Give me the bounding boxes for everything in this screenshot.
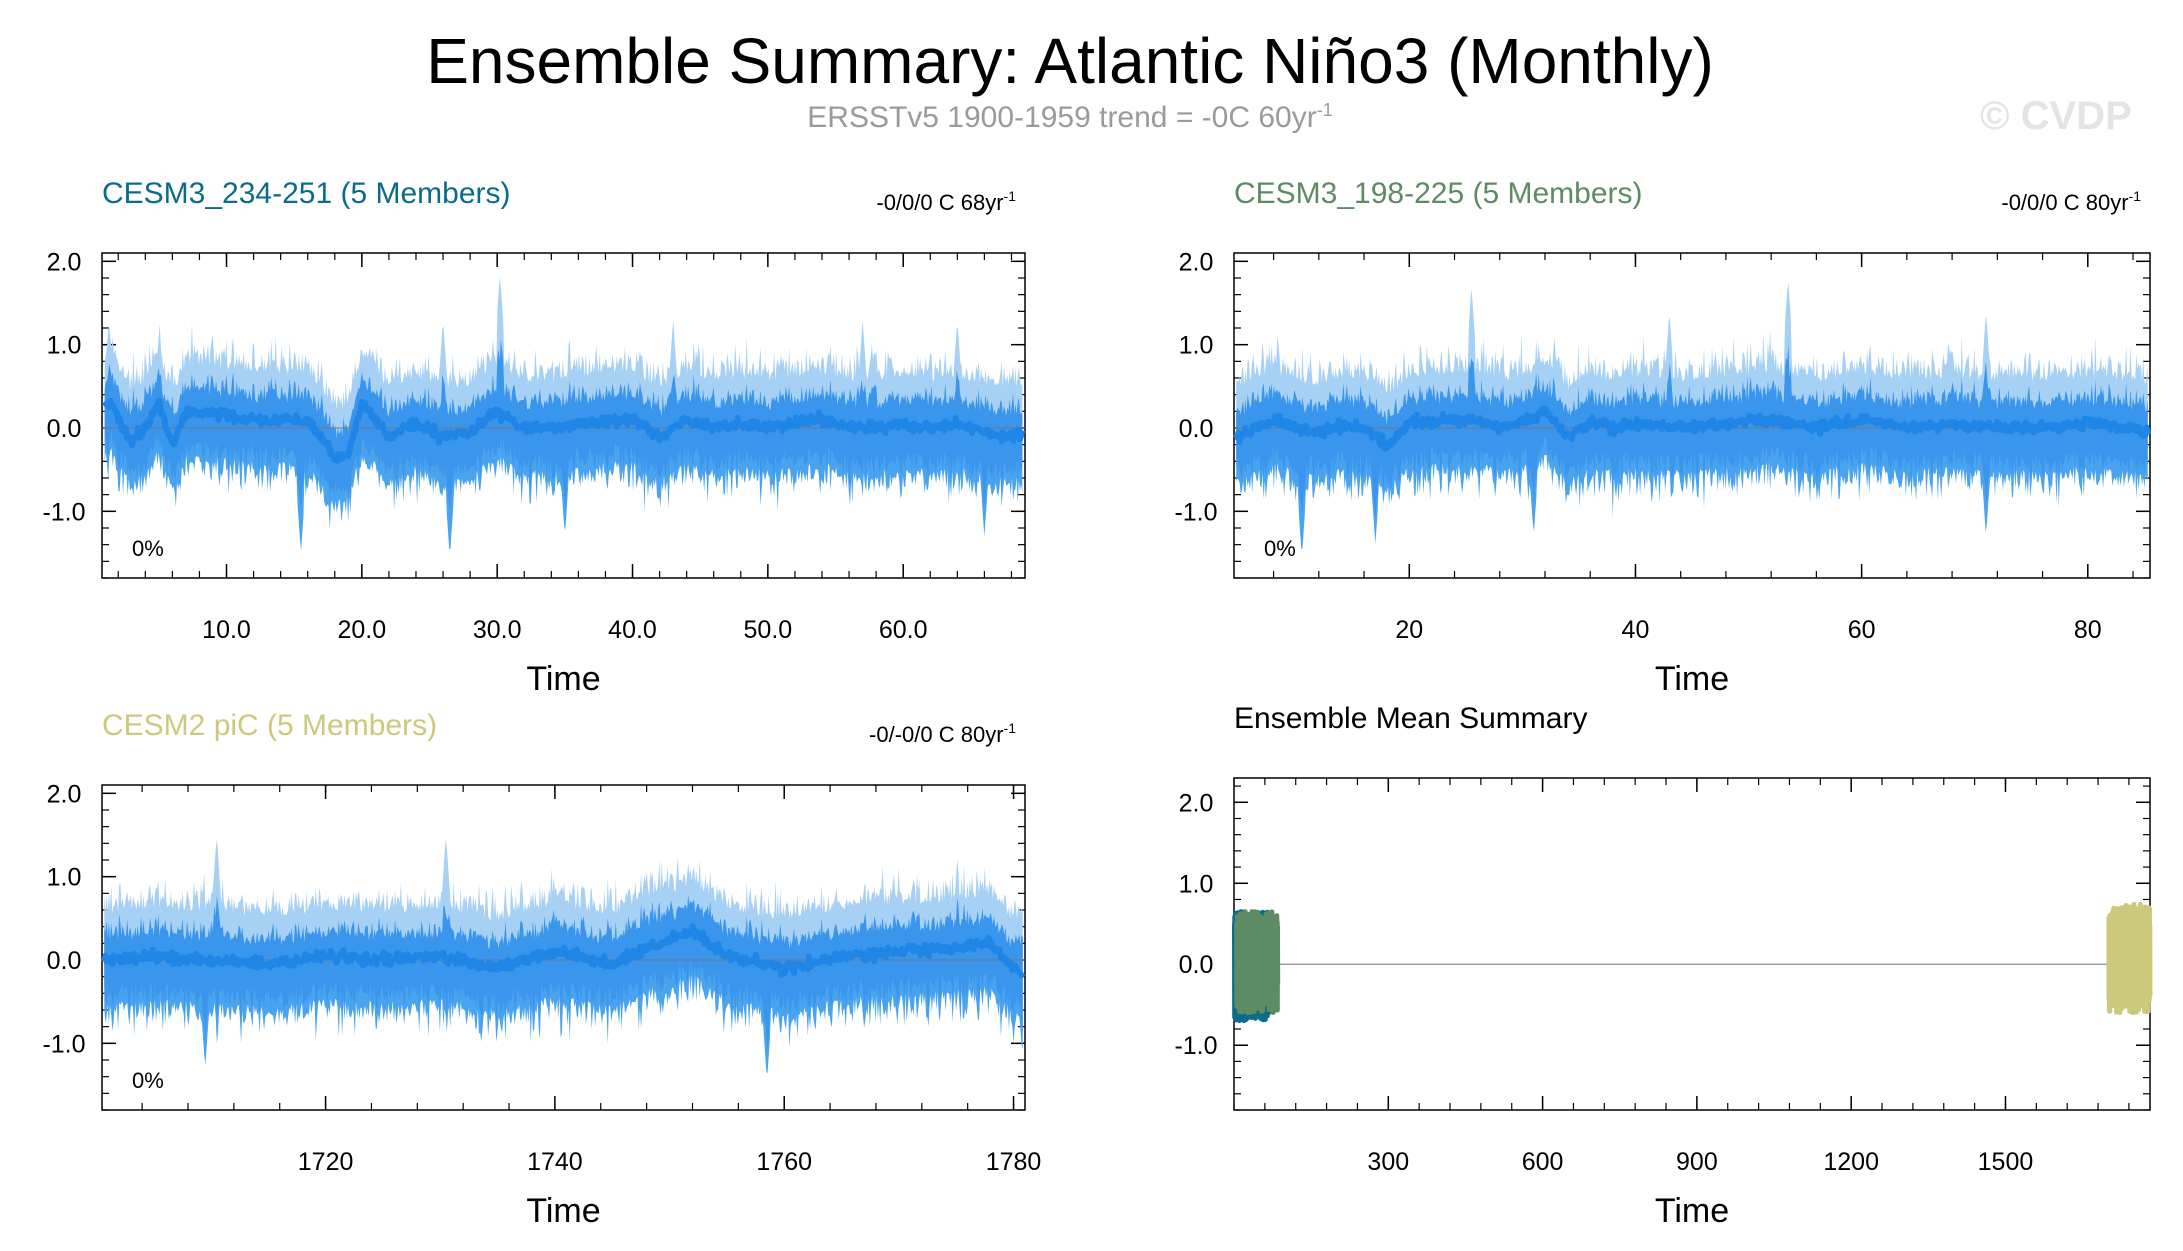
cesm2-pic-frame: [101, 784, 1026, 1111]
cesm3-198-trend: -0/0/0 C 80yr-1: [2001, 188, 2141, 215]
figure-title: Ensemble Summary: Atlantic Niño3 (Monthl…: [426, 25, 1714, 97]
cesm3-234-xtick-label: 20.0: [338, 616, 387, 644]
cesm3-234-xtick-label: 60.0: [879, 616, 928, 644]
ensemble-mean-summary-title: Ensemble Mean Summary: [1234, 702, 1587, 735]
cesm2-pic-ytick-label: 1.0: [47, 864, 82, 892]
cesm3-198-title: CESM3_198-225 (5 Members): [1234, 177, 1643, 210]
ensemble-mean-summary-xtick-label: 300: [1367, 1148, 1409, 1176]
subtitle-text: ERSSTv5 1900-1959 trend = -0C 60yr: [807, 101, 1317, 134]
cesm3-198-xtick-label: 60: [1848, 616, 1876, 644]
cesm3-234-title: CESM3_234-251 (5 Members): [102, 177, 511, 210]
cesm3-234-frame: [101, 252, 1026, 579]
cesm2-pic-title: CESM2 piC (5 Members): [102, 709, 437, 742]
cesm3-234-mean-line: [102, 397, 1026, 464]
cesm3-198-ytick-label: -1.0: [1174, 498, 1217, 526]
cvdp-watermark: © CVDP: [1980, 94, 2132, 138]
cesm2-pic-ytick-label: 2.0: [47, 780, 82, 808]
cesm3-198-ytick-label: 0.0: [1179, 415, 1214, 443]
cesm3-234-xtick-label: 10.0: [202, 616, 251, 644]
ensemble-mean-summary-xtick-label: 1200: [1823, 1148, 1879, 1176]
cesm3-198-mean-line: [1233, 405, 2151, 452]
cesm3-234-trend-value: -0/0/0 C 68yr: [876, 190, 1003, 215]
cesm2-pic-xlabel: Time: [526, 1192, 600, 1230]
cesm3-198-trend-value: -0/0/0 C 80yr: [2001, 190, 2128, 215]
cesm2-pic-inner-spread: [104, 895, 1023, 1052]
ensemble-mean-summary-xtick-label: 600: [1522, 1148, 1564, 1176]
ensemble-mean-summary-ytick-label: -1.0: [1174, 1032, 1217, 1060]
cesm3-198-xtick-label: 40: [1622, 616, 1650, 644]
cesm3-234-ytick-label: 2.0: [47, 248, 82, 276]
ensemble-mean-summary-frame: [1233, 777, 2151, 1111]
ensemble-mean-summary-series-2: [2106, 901, 2153, 1016]
cesm3-198-axes: -1.0 0.0 1.0 2.0 20 40 60 80 Time CESM3_198-225 (…: [1174, 177, 2151, 698]
cesm3-234-xtick-label: 30.0: [473, 616, 522, 644]
ensemble-mean-summary-xlabel: Time: [1655, 1192, 1729, 1230]
cesm3-234-xlabel: Time: [526, 660, 600, 698]
cesm3-198-frame: [1233, 252, 2151, 579]
cesm2-pic-trend-exponent: -1: [1004, 720, 1017, 736]
cesm2-pic-trend-value: -0/-0/0 C 80yr: [869, 722, 1004, 747]
cesm3-198-ytick-label: 1.0: [1179, 332, 1214, 360]
cesm2-pic-xtick-label: 1720: [298, 1148, 354, 1176]
ensemble-mean-summary-series-1: [1234, 909, 1281, 1016]
cesm2-pic-mean-line: [101, 923, 1026, 979]
cesm2-pic-xtick-label: 1740: [527, 1148, 583, 1176]
figure-subtitle: ERSSTv5 1900-1959 trend = -0C 60yr-1: [0, 100, 2140, 135]
ensemble-mean-summary-xtick-label: 900: [1676, 1148, 1718, 1176]
subtitle-exponent: -1: [1316, 100, 1333, 120]
cesm2-pic-ytick-label: 0.0: [47, 947, 82, 975]
cesm3-234-ytick-label: 1.0: [47, 332, 82, 360]
cesm3-234-xtick-label: 40.0: [608, 616, 657, 644]
cesm2-pic-percent-label: 0%: [132, 1068, 164, 1093]
cesm3-234-trend-exponent: -1: [1004, 188, 1017, 204]
ensemble-mean-summary-ytick-label: 0.0: [1179, 951, 1214, 979]
cesm2-pic-ytick-label: -1.0: [42, 1030, 85, 1058]
ensemble-mean-summary-xtick-label: 1500: [1978, 1148, 2034, 1176]
cesm3-198-xlabel: Time: [1655, 660, 1729, 698]
cesm3-198-xtick-label: 20: [1395, 616, 1423, 644]
cesm3-234-trend: -0/0/0 C 68yr-1: [876, 188, 1016, 215]
cesm3-234-axes: -1.0 0.0 1.0 2.0 10.0 20.0 30.0 40.0 50.0 60.0 Tim…: [42, 177, 1026, 698]
cesm3-234-percent-label: 0%: [132, 536, 164, 561]
cesm2-pic-xtick-label: 1780: [986, 1148, 1042, 1176]
ensemble-mean-summary-ytick-label: 1.0: [1179, 870, 1214, 898]
ensemble-mean-summary-axes: -1.0 0.0 1.0 2.0 300 600 900 1200 1500 Time Ensemb…: [1174, 702, 2151, 1230]
cesm2-pic-xtick-label: 1760: [756, 1148, 812, 1176]
cesm3-234-ytick-label: -1.0: [42, 498, 85, 526]
cesm3-234-xtick-label: 50.0: [744, 616, 793, 644]
cesm3-234-ytick-label: 0.0: [47, 415, 82, 443]
ensemble-mean-summary-ytick-label: 2.0: [1179, 789, 1214, 817]
cesm3-198-percent-label: 0%: [1264, 536, 1296, 561]
cesm2-pic-axes: -1.0 0.0 1.0 2.0 1720 1740 1760 1780 Time CESM2 p…: [42, 709, 1041, 1230]
cesm3-198-trend-exponent: -1: [2129, 188, 2142, 204]
cesm3-198-xtick-label: 80: [2074, 616, 2102, 644]
cesm2-pic-trend: -0/-0/0 C 80yr-1: [869, 720, 1016, 747]
cesm3-198-ytick-label: 2.0: [1179, 248, 1214, 276]
